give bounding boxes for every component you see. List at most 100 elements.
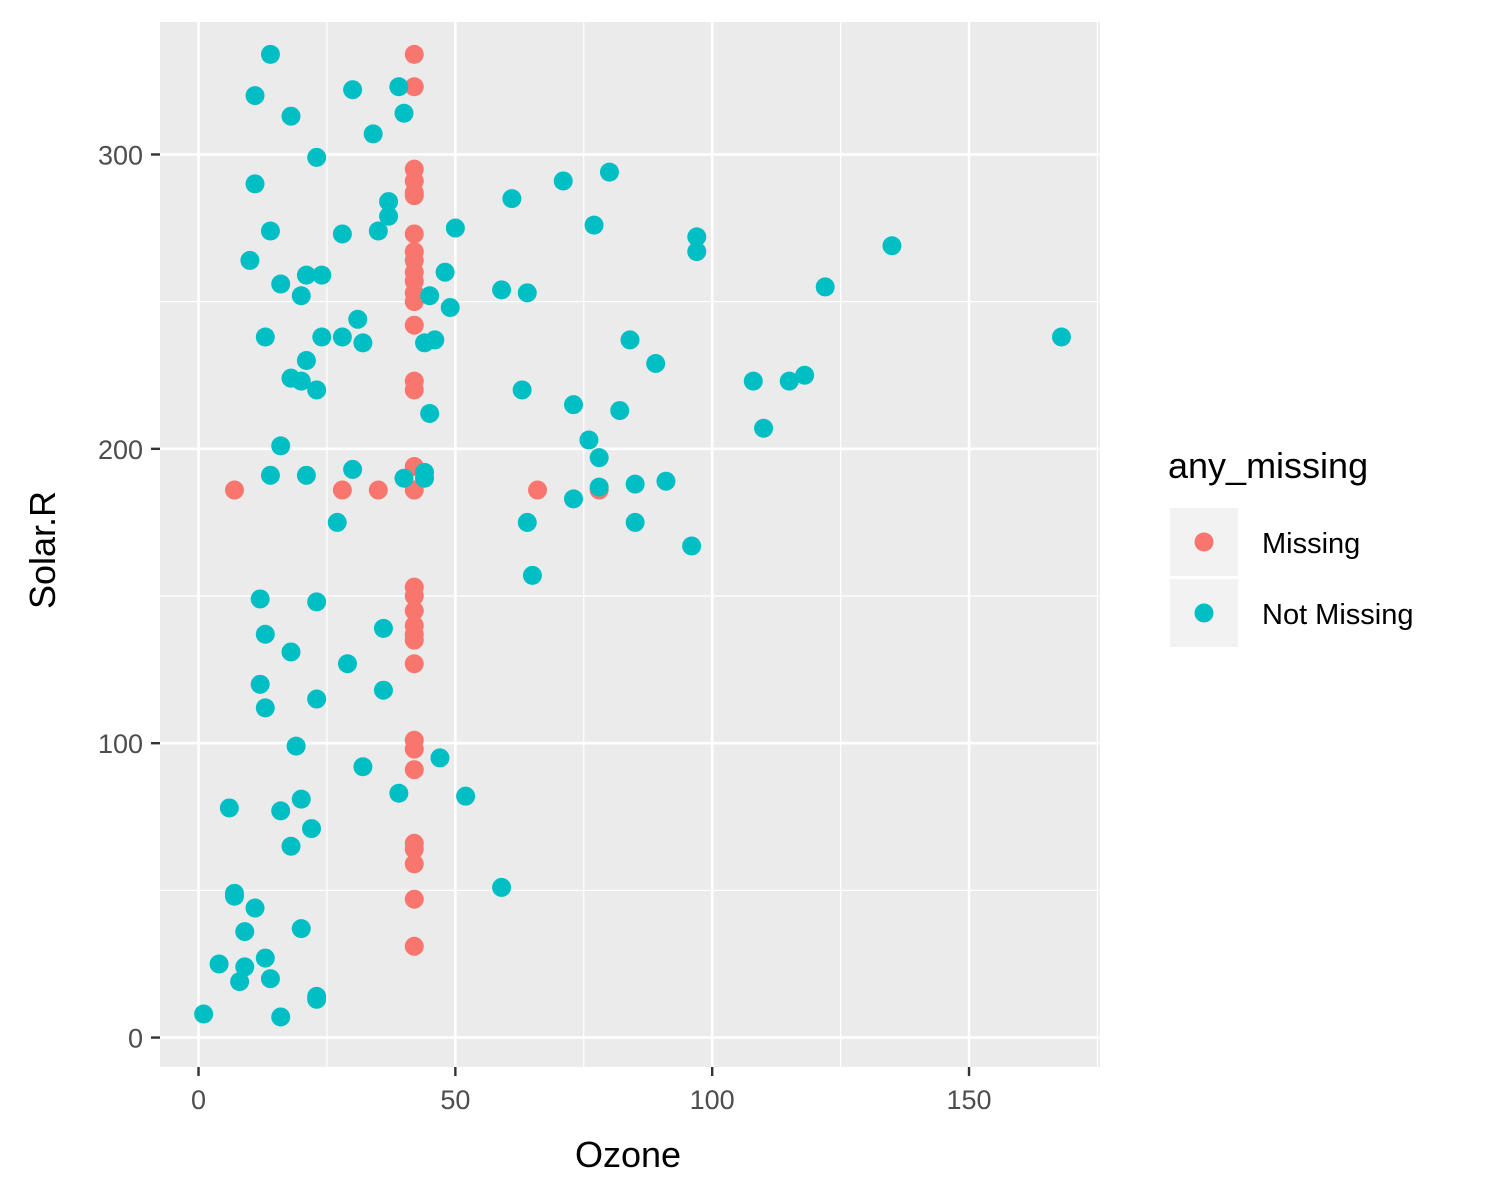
point-not-missing xyxy=(430,748,450,768)
point-not-missing xyxy=(271,274,291,294)
point-not-missing xyxy=(492,280,512,300)
point-not-missing xyxy=(394,468,414,488)
point-not-missing xyxy=(353,333,373,353)
point-not-missing xyxy=(625,512,645,532)
legend-label-missing: Missing xyxy=(1262,528,1360,560)
point-missing xyxy=(528,480,548,500)
point-not-missing xyxy=(415,462,435,482)
x-tick-label: 0 xyxy=(191,1085,206,1115)
point-not-missing xyxy=(332,224,352,244)
y-tick-label: 200 xyxy=(98,435,143,465)
point-not-missing xyxy=(1051,327,1071,347)
point-not-missing xyxy=(240,250,260,270)
legend-marker-not-missing xyxy=(1194,603,1214,623)
point-not-missing xyxy=(687,242,707,262)
y-tick-label: 100 xyxy=(98,729,143,759)
point-not-missing xyxy=(584,215,604,235)
point-not-missing xyxy=(245,898,265,918)
point-missing xyxy=(404,654,424,674)
point-not-missing xyxy=(743,371,763,391)
point-not-missing xyxy=(281,836,301,856)
point-not-missing xyxy=(271,801,291,821)
point-missing xyxy=(404,601,424,621)
point-missing xyxy=(368,480,388,500)
point-not-missing xyxy=(343,80,363,100)
point-not-missing xyxy=(250,589,270,609)
point-not-missing xyxy=(517,512,537,532)
point-missing xyxy=(404,186,424,206)
point-not-missing xyxy=(307,989,327,1009)
point-not-missing xyxy=(389,77,409,97)
point-missing xyxy=(404,224,424,244)
axis-ticks xyxy=(151,153,971,1076)
plot-panel xyxy=(160,22,1100,1067)
point-not-missing xyxy=(589,448,609,468)
point-not-missing xyxy=(420,286,440,306)
point-not-missing xyxy=(255,698,275,718)
legend: any_missing Missing Not Missing xyxy=(1168,445,1414,647)
point-not-missing xyxy=(646,353,666,373)
point-missing xyxy=(404,854,424,874)
point-not-missing xyxy=(250,674,270,694)
point-not-missing xyxy=(209,954,229,974)
point-not-missing xyxy=(363,124,383,144)
point-not-missing xyxy=(353,757,373,777)
point-not-missing xyxy=(255,948,275,968)
point-not-missing xyxy=(332,327,352,347)
point-missing xyxy=(404,739,424,759)
point-not-missing xyxy=(815,277,835,297)
point-not-missing xyxy=(379,192,399,212)
y-tick-label: 0 xyxy=(128,1024,143,1054)
point-not-missing xyxy=(620,330,640,350)
point-not-missing xyxy=(271,436,291,456)
point-missing xyxy=(404,586,424,606)
point-not-missing xyxy=(656,471,676,491)
point-not-missing xyxy=(512,380,532,400)
point-not-missing xyxy=(302,819,322,839)
axis-tick-labels: 0 50 100 150 0 100 200 300 xyxy=(98,140,992,1115)
point-missing xyxy=(404,380,424,400)
point-not-missing xyxy=(307,592,327,612)
point-missing xyxy=(404,630,424,650)
point-missing xyxy=(404,77,424,97)
point-not-missing xyxy=(286,736,306,756)
point-not-missing xyxy=(291,371,311,391)
point-not-missing xyxy=(245,86,265,106)
point-not-missing xyxy=(260,969,280,989)
point-not-missing xyxy=(373,680,393,700)
point-not-missing xyxy=(307,380,327,400)
point-not-missing xyxy=(456,786,476,806)
point-not-missing xyxy=(296,465,316,485)
point-not-missing xyxy=(563,489,583,509)
point-not-missing xyxy=(296,265,316,285)
point-not-missing xyxy=(492,877,512,897)
legend-marker-missing xyxy=(1194,532,1214,552)
x-tick-label: 50 xyxy=(440,1085,470,1115)
point-not-missing xyxy=(795,365,815,385)
point-not-missing xyxy=(271,1007,291,1027)
point-not-missing xyxy=(194,1004,214,1024)
point-not-missing xyxy=(235,922,255,942)
point-missing xyxy=(404,760,424,780)
point-not-missing xyxy=(579,430,599,450)
point-not-missing xyxy=(379,206,399,226)
point-not-missing xyxy=(230,972,250,992)
x-tick-label: 100 xyxy=(690,1085,735,1115)
point-not-missing xyxy=(440,298,460,318)
point-not-missing xyxy=(281,106,301,126)
point-not-missing xyxy=(445,218,465,238)
point-not-missing xyxy=(235,957,255,977)
point-missing xyxy=(404,292,424,312)
point-not-missing xyxy=(307,147,327,167)
point-not-missing xyxy=(291,919,311,939)
point-not-missing xyxy=(553,171,573,191)
point-not-missing xyxy=(779,371,799,391)
point-not-missing xyxy=(435,262,455,282)
point-not-missing xyxy=(625,474,645,494)
y-tick-label: 300 xyxy=(98,140,143,170)
point-missing xyxy=(404,936,424,956)
point-not-missing xyxy=(682,536,702,556)
point-not-missing xyxy=(394,103,414,123)
point-not-missing xyxy=(599,162,619,182)
point-missing xyxy=(404,315,424,335)
